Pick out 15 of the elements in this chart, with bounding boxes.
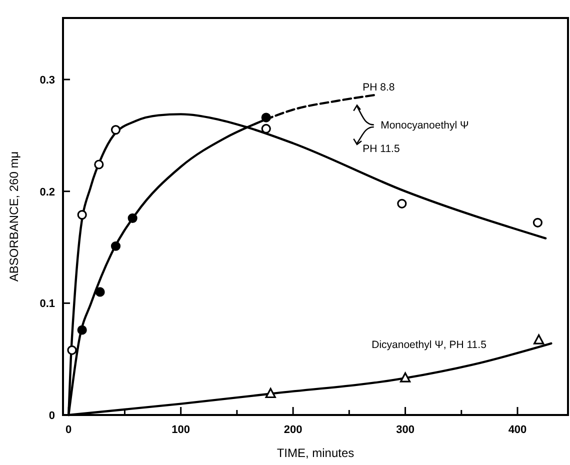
annotation: PH 11.5 <box>362 143 400 156</box>
x-tick-label: 0 <box>66 424 72 436</box>
y-tick-label: 0.2 <box>40 186 55 198</box>
x-tick-label: 100 <box>172 424 190 436</box>
x-axis-title: TIME, minutes <box>276 446 354 460</box>
x-tick-label: 200 <box>284 424 302 436</box>
annotation: Dicyanoethyl Ψ, PH 11.5 <box>372 338 487 351</box>
annotation: Monocyanoethyl Ψ <box>380 120 469 132</box>
y-tick-label: 0.3 <box>40 74 55 87</box>
y-tick-label: 0 <box>48 410 55 422</box>
annotation: PH 8.8 <box>362 82 395 94</box>
y-axis-title: ABSORBANCE, 260 mμ <box>7 151 21 282</box>
y-tick-label: 0.1 <box>40 298 55 310</box>
x-tick-label: 400 <box>508 424 527 436</box>
x-tick-label: 300 <box>396 424 414 436</box>
